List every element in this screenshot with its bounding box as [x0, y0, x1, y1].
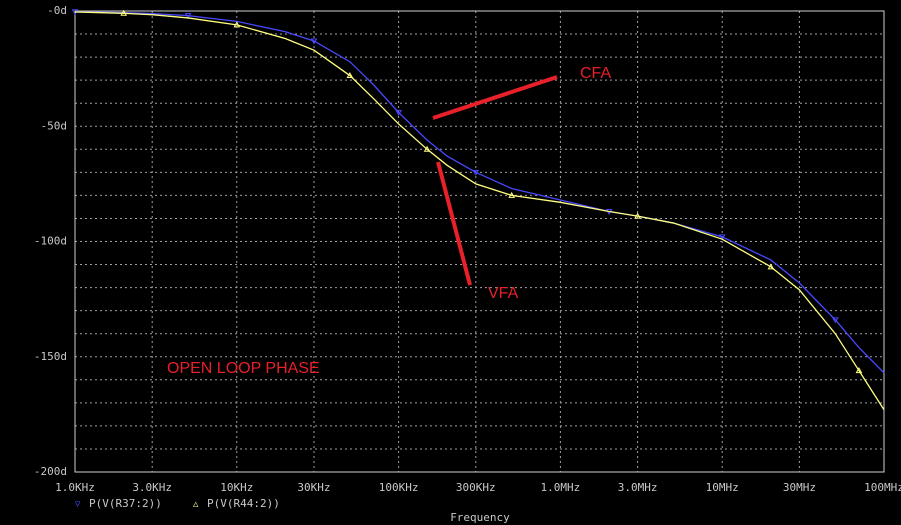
data-marker: [472, 169, 480, 176]
data-marker: [831, 317, 839, 324]
data-marker: [310, 38, 318, 45]
series-line: [74, 11, 885, 411]
x-tick-label: 30MHz: [783, 481, 816, 494]
y-tick-label: -50d: [41, 119, 68, 132]
x-tick-label: 300KHz: [456, 481, 496, 494]
data-marker: [718, 234, 726, 241]
pointer-line: [436, 161, 472, 286]
x-tick-label: 3.0MHz: [618, 481, 658, 494]
y-tick-label: -150d: [34, 350, 67, 363]
y-tick-label: -200d: [34, 465, 67, 478]
x-tick-label: 100MHz: [864, 481, 901, 494]
pointer-line: [432, 75, 558, 120]
data-marker: [184, 13, 192, 20]
legend-label: P(V(R37:2)): [89, 497, 162, 510]
data-marker: [395, 109, 402, 116]
annotation: OPEN LOOP PHASE: [167, 360, 320, 377]
data-marker: [634, 212, 641, 219]
x-tick-label: 3.0KHz: [132, 481, 172, 494]
y-tick-label: -0d: [47, 4, 67, 17]
data-marker: [508, 191, 516, 198]
x-tick-label: 1.0MHz: [541, 481, 581, 494]
data-marker: [767, 263, 775, 270]
legend-marker: ▽: [75, 500, 81, 510]
x-tick-label: 100KHz: [379, 481, 419, 494]
x-tick-label: 30KHz: [297, 481, 330, 494]
x-tick-label: 1.0KHz: [55, 481, 95, 494]
series-line: [74, 11, 885, 374]
legend-marker: △: [193, 500, 199, 510]
x-tick-label: 10MHz: [706, 481, 739, 494]
annotation: CFA: [580, 65, 611, 82]
y-tick-label: -100d: [34, 235, 67, 248]
data-marker: [120, 9, 128, 16]
annotation: VFA: [488, 285, 519, 302]
x-axis-label: Frequency: [450, 511, 510, 524]
plot-frame: [74, 10, 885, 473]
data-marker: [855, 367, 863, 374]
data-marker: [423, 145, 431, 152]
data-marker: [346, 72, 354, 79]
x-tick-label: 10KHz: [220, 481, 253, 494]
data-marker: [233, 21, 241, 28]
legend-label: P(V(R44:2)): [207, 497, 280, 510]
